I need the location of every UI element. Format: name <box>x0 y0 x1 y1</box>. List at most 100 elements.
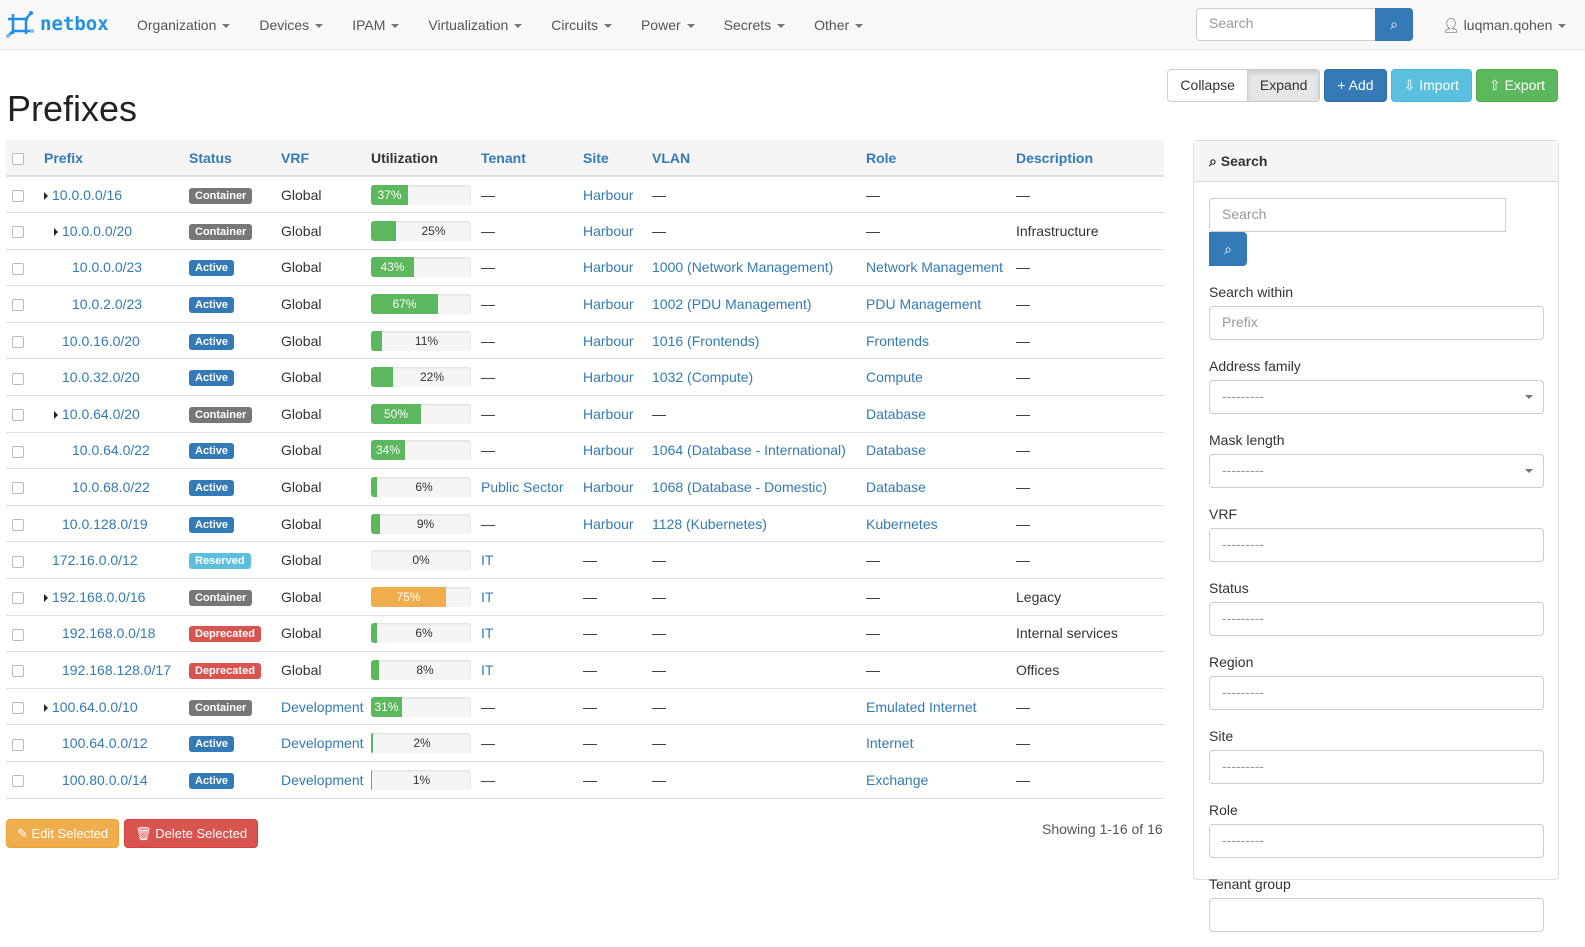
prefix-link[interactable]: 10.0.0.0/20 <box>62 222 133 239</box>
column-header[interactable]: Prefix <box>38 140 183 177</box>
sidebar-search-input[interactable]: Search <box>1209 198 1506 232</box>
row-checkbox[interactable] <box>12 409 24 422</box>
expand-caret-icon[interactable] <box>44 703 48 712</box>
column-header[interactable]: Status <box>183 140 275 177</box>
row-checkbox[interactable] <box>12 775 24 788</box>
prefix-link[interactable]: 10.0.16.0/20 <box>62 332 140 349</box>
export-button[interactable]: ⇧ Export <box>1475 69 1558 102</box>
select-all-checkbox[interactable] <box>12 152 24 165</box>
prefix-link[interactable]: 100.64.0.0/12 <box>62 735 148 752</box>
prefix-link[interactable]: 10.0.2.0/23 <box>72 296 143 313</box>
row-checkbox[interactable] <box>12 445 24 458</box>
vrf-cell[interactable]: Development <box>281 698 364 715</box>
add-button[interactable]: + Add <box>1324 69 1387 102</box>
filter-field[interactable] <box>1209 898 1544 932</box>
site-cell[interactable]: Harbour <box>583 259 634 276</box>
edit-selected-button[interactable]: ✎ Edit Selected <box>6 819 120 848</box>
navbar-search-input[interactable]: Search <box>1196 8 1376 41</box>
role-cell[interactable]: Kubernetes <box>866 515 938 532</box>
column-header[interactable]: VLAN <box>646 140 860 177</box>
row-checkbox[interactable] <box>12 262 24 275</box>
row-checkbox[interactable] <box>12 592 24 605</box>
vlan-cell[interactable]: 1032 (Compute) <box>652 369 754 386</box>
prefix-link[interactable]: 10.0.0.0/23 <box>72 259 143 276</box>
vrf-cell[interactable]: Development <box>281 771 364 788</box>
prefix-link[interactable]: 10.0.0.0/16 <box>52 186 123 203</box>
site-cell[interactable]: Harbour <box>583 296 634 313</box>
user-menu[interactable]: 👤︎ luqman.qohen <box>1442 17 1567 34</box>
role-cell[interactable]: Emulated Internet <box>866 698 977 715</box>
vlan-cell[interactable]: 1002 (PDU Management) <box>652 296 812 313</box>
filter-field[interactable]: --------- <box>1209 380 1544 414</box>
prefix-link[interactable]: 100.64.0.0/10 <box>52 698 138 715</box>
role-cell[interactable]: Database <box>866 442 926 459</box>
row-checkbox[interactable] <box>12 701 24 714</box>
column-header[interactable]: Role <box>860 140 1010 177</box>
row-checkbox[interactable] <box>12 189 24 202</box>
prefix-link[interactable]: 10.0.128.0/19 <box>62 515 148 532</box>
vlan-cell[interactable]: 1064 (Database - International) <box>652 442 846 459</box>
menu-item[interactable]: IPAM <box>352 17 400 33</box>
role-cell[interactable]: Internet <box>866 735 914 752</box>
menu-item[interactable]: Secrets <box>724 17 786 33</box>
site-cell[interactable]: Harbour <box>583 442 634 459</box>
filter-field[interactable]: Prefix <box>1209 306 1544 340</box>
sidebar-search-button[interactable]: ⌕ <box>1209 232 1247 266</box>
prefix-link[interactable]: 10.0.68.0/22 <box>72 479 150 496</box>
site-cell[interactable]: Harbour <box>583 369 634 386</box>
role-cell[interactable]: Database <box>866 479 926 496</box>
filter-field[interactable]: --------- <box>1209 454 1544 488</box>
menu-item[interactable]: Circuits <box>551 17 612 33</box>
row-checkbox[interactable] <box>12 665 24 678</box>
import-button[interactable]: ⇩ Import <box>1390 69 1472 102</box>
menu-item[interactable]: Devices <box>259 17 324 33</box>
prefix-link[interactable]: 192.168.0.0/18 <box>62 625 156 642</box>
menu-item[interactable]: Virtualization <box>428 17 523 33</box>
column-header[interactable]: Site <box>577 140 646 177</box>
vlan-cell[interactable]: 1128 (Kubernetes) <box>652 515 767 532</box>
filter-field[interactable]: --------- <box>1209 528 1544 562</box>
site-cell[interactable]: Harbour <box>583 515 634 532</box>
vlan-cell[interactable]: 1016 (Frontends) <box>652 332 760 349</box>
row-checkbox[interactable] <box>12 335 24 348</box>
tenant-cell[interactable]: IT <box>481 625 494 642</box>
expand-caret-icon[interactable] <box>54 411 58 420</box>
role-cell[interactable]: Frontends <box>866 332 930 349</box>
role-cell[interactable]: Exchange <box>866 771 929 788</box>
prefix-link[interactable]: 192.168.0.0/16 <box>52 588 146 605</box>
filter-field[interactable]: --------- <box>1209 602 1544 636</box>
row-checkbox[interactable] <box>12 226 24 239</box>
expand-caret-icon[interactable] <box>44 594 48 603</box>
vlan-cell[interactable]: 1068 (Database - Domestic) <box>652 479 828 496</box>
navbar-search-button[interactable]: ⌕ <box>1375 8 1413 41</box>
filter-field[interactable]: --------- <box>1209 824 1544 858</box>
prefix-link[interactable]: 172.16.0.0/12 <box>52 552 138 569</box>
row-checkbox[interactable] <box>12 738 24 751</box>
collapse-button[interactable]: Collapse <box>1167 69 1248 102</box>
filter-field[interactable]: --------- <box>1209 676 1544 710</box>
menu-item[interactable]: Other <box>814 17 864 33</box>
tenant-cell[interactable]: IT <box>481 588 494 605</box>
prefix-link[interactable]: 10.0.32.0/20 <box>62 369 140 386</box>
site-cell[interactable]: Harbour <box>583 186 634 203</box>
vlan-cell[interactable]: 1000 (Network Management) <box>652 259 834 276</box>
brand-logo[interactable]: netbox <box>6 10 109 38</box>
menu-item[interactable]: Power <box>641 17 695 33</box>
prefix-link[interactable]: 192.168.128.0/17 <box>62 662 171 679</box>
vrf-cell[interactable]: Development <box>281 735 364 752</box>
row-checkbox[interactable] <box>12 518 24 531</box>
role-cell[interactable]: Database <box>866 405 926 422</box>
prefix-link[interactable]: 10.0.64.0/22 <box>72 442 150 459</box>
expand-button[interactable]: Expand <box>1246 69 1321 102</box>
prefix-link[interactable]: 10.0.64.0/20 <box>62 405 140 422</box>
menu-item[interactable]: Organization <box>137 17 231 33</box>
filter-field[interactable]: --------- <box>1209 750 1544 784</box>
row-checkbox[interactable] <box>12 482 24 495</box>
row-checkbox[interactable] <box>12 299 24 312</box>
tenant-cell[interactable]: IT <box>481 662 494 679</box>
expand-caret-icon[interactable] <box>44 191 48 200</box>
role-cell[interactable]: Network Management <box>866 259 1003 276</box>
site-cell[interactable]: Harbour <box>583 479 634 496</box>
expand-caret-icon[interactable] <box>54 228 58 237</box>
role-cell[interactable]: Compute <box>866 369 923 386</box>
